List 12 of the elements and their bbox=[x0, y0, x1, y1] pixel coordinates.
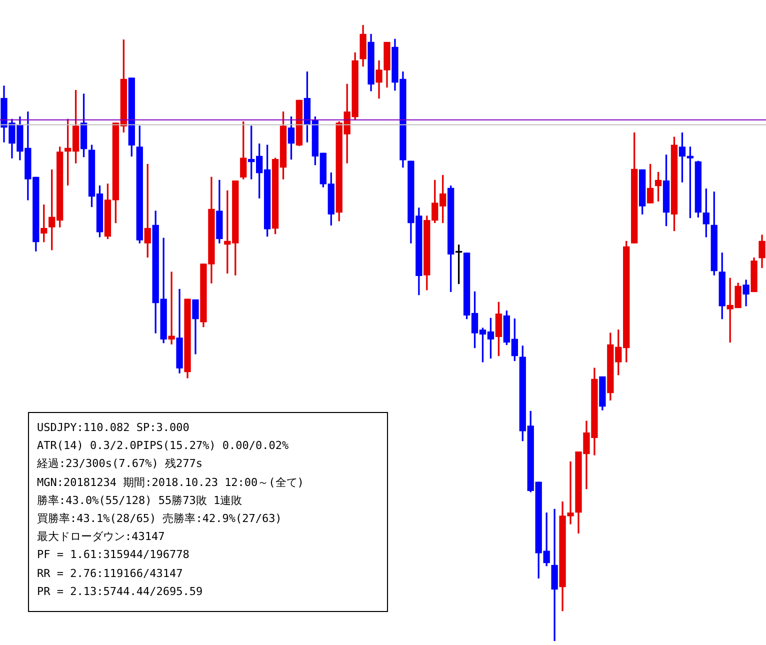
annotation: 経過:23/300s(7.67%) 残277s bbox=[37, 456, 204, 472]
annotation: RR = 2.76:119166/43147 bbox=[37, 566, 184, 582]
annotation: USDJPY:110.082 SP:3.000 bbox=[37, 420, 190, 436]
annotation: PR = 2.13:5744.44/2695.59 bbox=[37, 584, 204, 600]
annotation: 最大ドローダウン:43147 bbox=[37, 529, 166, 546]
annotation: 勝率:43.0%(55/128) 55勝73敗 1連敗 bbox=[37, 492, 244, 509]
annotation: ATR(14) 0.3/2.0PIPS(15.27%) 0.00/0.02% bbox=[37, 438, 290, 454]
annotation: 買勝率:43.1%(28/65) 売勝率:42.9%(27/63) bbox=[37, 511, 283, 528]
candlestick bbox=[551, 508, 558, 641]
annotation: MGN:20181234 期間:2018.10.23 12:00～(全て) bbox=[37, 474, 305, 491]
candlestick bbox=[168, 272, 175, 344]
annotation: PF = 1.61:315944/196778 bbox=[37, 547, 190, 564]
